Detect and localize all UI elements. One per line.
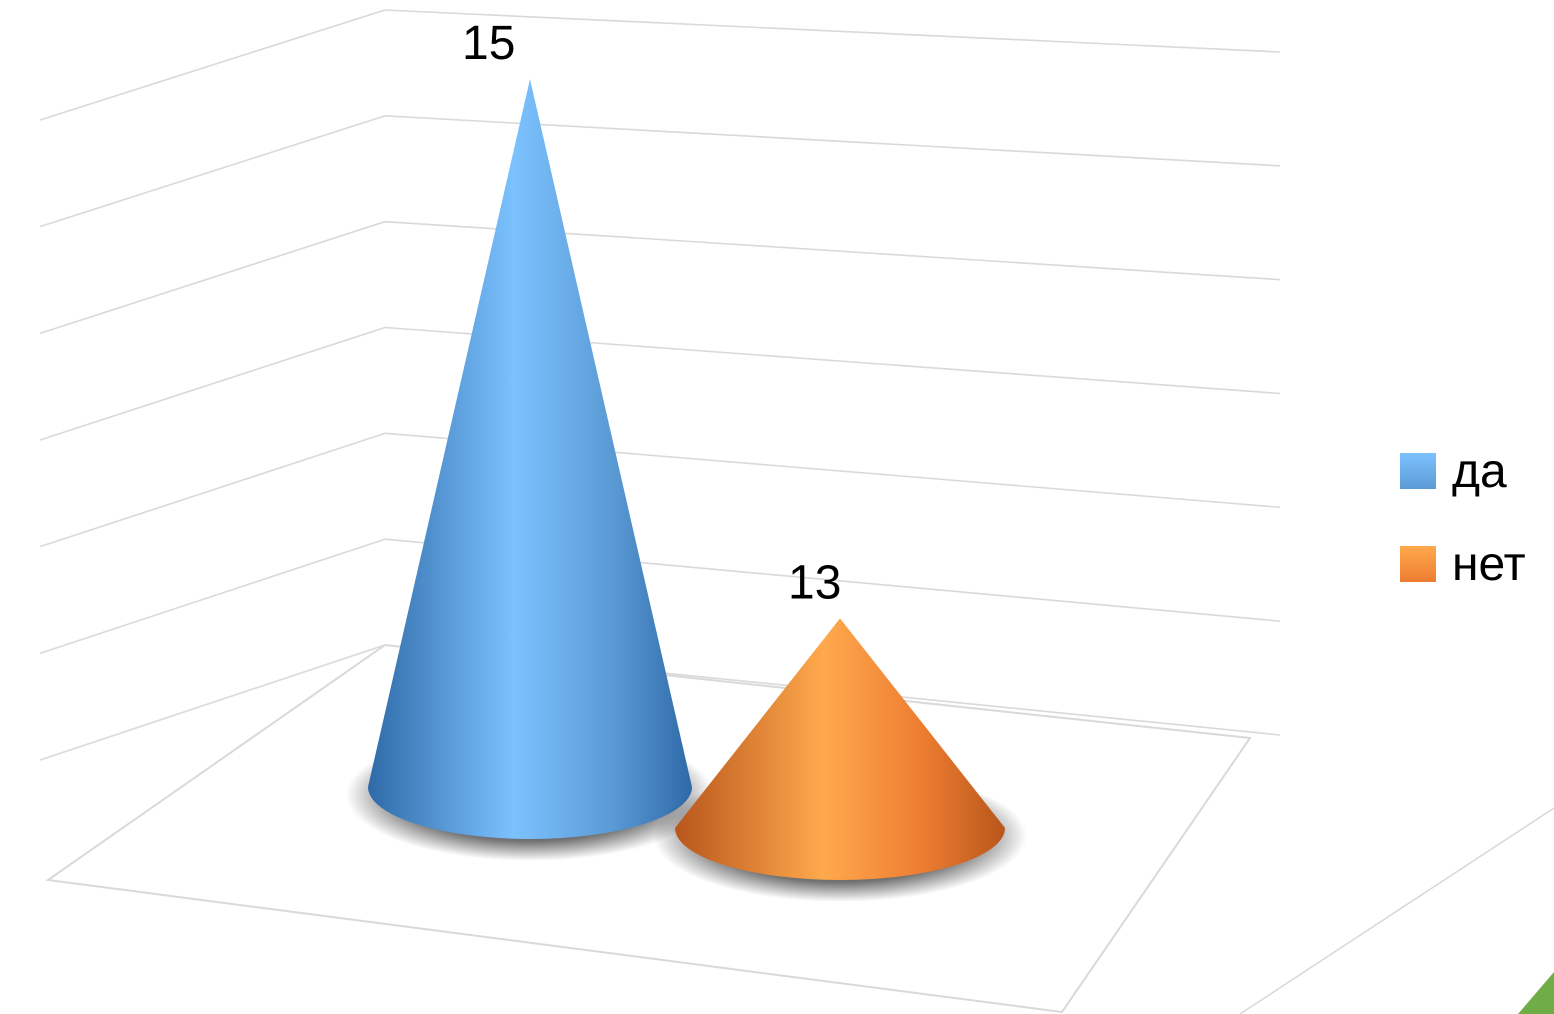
side-gridline — [39, 326, 386, 441]
back-gridline — [384, 9, 1281, 53]
side-wall-gridlines — [39, 9, 386, 761]
side-gridline — [39, 220, 386, 335]
data-label-2: 13 — [788, 556, 841, 609]
legend-label-2: нет — [1452, 538, 1526, 591]
side-gridline — [39, 538, 386, 655]
legend-label-1: да — [1452, 445, 1507, 498]
cone-2 — [675, 618, 1005, 880]
legend: да нет — [1400, 445, 1526, 591]
side-gridline — [39, 644, 386, 761]
chart-floor — [45, 643, 1252, 1014]
side-gridline — [39, 115, 386, 228]
cone-1 — [368, 79, 692, 839]
slide-decoration — [1239, 807, 1554, 1014]
data-label-1: 15 — [462, 17, 515, 70]
decor-line — [1239, 807, 1554, 1014]
decor-green-corner — [1518, 972, 1554, 1014]
side-gridline — [39, 432, 386, 548]
side-gridline — [39, 9, 386, 121]
legend-swatch-2 — [1400, 546, 1436, 582]
floor-outline — [45, 643, 1252, 1014]
cone-series — [346, 79, 1027, 902]
legend-swatch-1 — [1400, 453, 1436, 489]
